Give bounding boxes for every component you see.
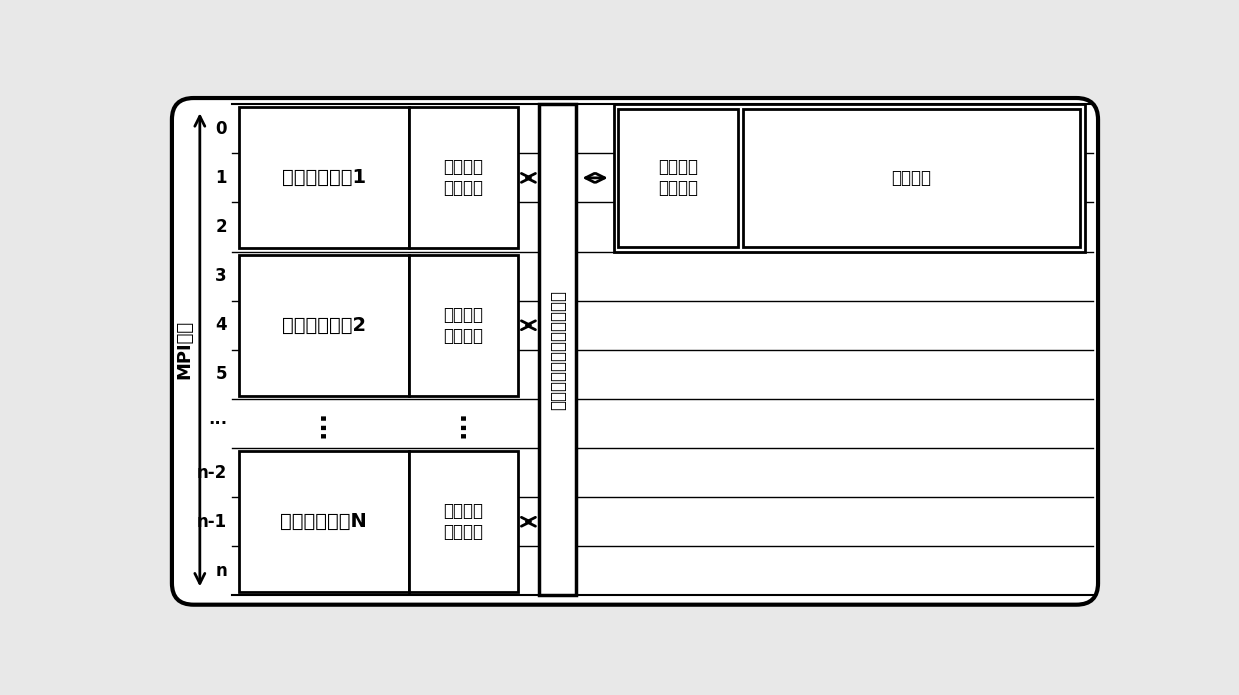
Text: n: n	[216, 562, 227, 580]
Bar	[239, 451, 409, 592]
Text: 同化相关
接口程序: 同化相关 接口程序	[444, 158, 483, 197]
Text: 同化相关变量在线交互模块: 同化相关变量在线交互模块	[549, 290, 567, 410]
Text: ···: ···	[208, 414, 227, 432]
Text: 模式集合成员2: 模式集合成员2	[281, 316, 366, 335]
Bar	[613, 104, 1085, 252]
Bar	[409, 451, 518, 592]
Text: 3: 3	[216, 267, 227, 285]
Text: 4: 4	[216, 316, 227, 334]
Text: 同化相关
接口程序: 同化相关 接口程序	[444, 306, 483, 345]
Text: n-1: n-1	[197, 513, 227, 531]
Bar	[239, 107, 409, 249]
Text: n-2: n-2	[197, 464, 227, 482]
Bar	[239, 254, 409, 396]
Text: 5: 5	[216, 366, 227, 384]
Bar	[409, 254, 518, 396]
Text: 2: 2	[216, 218, 227, 236]
Bar	[743, 109, 1080, 247]
Text: ···: ···	[312, 409, 336, 438]
FancyBboxPatch shape	[172, 98, 1098, 605]
Text: 同化相关
接口程序: 同化相关 接口程序	[444, 502, 483, 541]
Text: 同化相关
接口程序: 同化相关 接口程序	[658, 158, 699, 197]
Bar	[539, 104, 576, 596]
Text: 1: 1	[216, 169, 227, 187]
Bar	[409, 107, 518, 249]
Text: 同化算法: 同化算法	[892, 169, 932, 187]
Text: 0: 0	[216, 120, 227, 138]
Text: 模式集合成员1: 模式集合成员1	[281, 168, 366, 188]
Text: ···: ···	[451, 409, 476, 438]
Text: 模式集合成员N: 模式集合成员N	[280, 512, 367, 531]
Bar	[618, 109, 738, 247]
Text: MPI进程: MPI进程	[176, 320, 193, 379]
